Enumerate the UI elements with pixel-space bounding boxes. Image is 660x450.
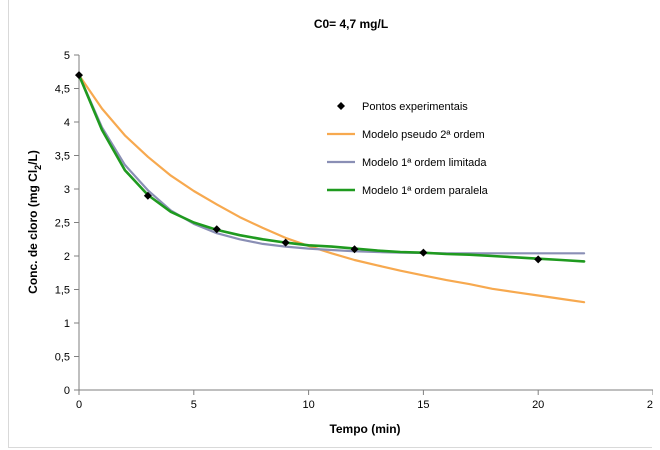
- x-tick-label: 0: [76, 399, 82, 411]
- data-point-marker: [143, 191, 152, 200]
- y-axis-title-subscript: 2: [33, 165, 43, 170]
- x-tick-label: 15: [417, 399, 429, 411]
- y-tick-label: 5: [64, 50, 70, 62]
- data-point-marker: [281, 238, 290, 247]
- x-tick-label: 20: [532, 399, 544, 411]
- chart-svg: C0= 4,7 mg/L 0 0,5 1 1,5 2 2,5 3 3,5 4 4,5 5 0 5 10 15…: [26, 17, 653, 436]
- series-line-modelo-1-ordem-paralela: [77, 73, 586, 263]
- y-tick-label: 4,5: [55, 84, 70, 96]
- legend-marker-pontos-experimentais: [337, 102, 345, 110]
- chart-series-markers: [75, 71, 543, 264]
- data-point-marker: [419, 248, 428, 257]
- x-tick-label: 5: [191, 399, 197, 411]
- y-tick-label: 3,5: [55, 151, 70, 163]
- data-point-marker: [350, 245, 359, 254]
- data-point-marker: [212, 225, 221, 234]
- chart-legend: Pontos experimentais Modelo pseudo 2ª ord…: [327, 101, 489, 197]
- y-axis-title-main: Conc. de cloro (mg Cl: [26, 170, 40, 294]
- legend-label-modelo-pseudo-2-ordem: Modelo pseudo 2ª ordem: [362, 129, 485, 141]
- data-point-marker: [534, 255, 543, 264]
- y-tick-label: 2: [64, 251, 70, 263]
- legend-label-modelo-1-ordem-limitada: Modelo 1ª ordem limitada: [362, 157, 487, 169]
- y-axis-title: Conc. de cloro (mg Cl2/L): [26, 150, 43, 294]
- series-line-modelo-pseudo-2-ordem: [77, 74, 586, 304]
- series-line-modelo-1-ordem-limitada: [77, 74, 586, 255]
- chart-title: C0= 4,7 mg/L: [314, 17, 388, 31]
- y-tick-label: 4: [64, 117, 70, 129]
- x-tick-label: 25: [647, 399, 653, 411]
- chart-axes: 0 0,5 1 1,5 2 2,5 3 3,5 4 4,5 5 0 5 10 15 20 25: [55, 50, 653, 411]
- x-axis-title: Tempo (min): [329, 422, 400, 436]
- y-tick-label: 3: [64, 184, 70, 196]
- x-tick-label: 10: [302, 399, 314, 411]
- chart-frame: C0= 4,7 mg/L 0 0,5 1 1,5 2 2,5 3 3,5 4 4,5 5 0 5 10 15…: [8, 0, 653, 448]
- data-point-marker: [75, 71, 83, 80]
- y-tick-label: 0: [64, 385, 70, 397]
- chart-series-lines: [77, 73, 586, 304]
- y-tick-label: 1,5: [55, 285, 70, 297]
- legend-label-pontos-experimentais: Pontos experimentais: [362, 101, 468, 113]
- y-axis-title-end: /L): [26, 150, 40, 165]
- y-tick-label: 2,5: [55, 218, 70, 230]
- y-tick-label: 0,5: [55, 352, 70, 364]
- legend-label-modelo-1-ordem-paralela: Modelo 1ª ordem paralela: [362, 185, 489, 197]
- y-tick-label: 1: [64, 318, 70, 330]
